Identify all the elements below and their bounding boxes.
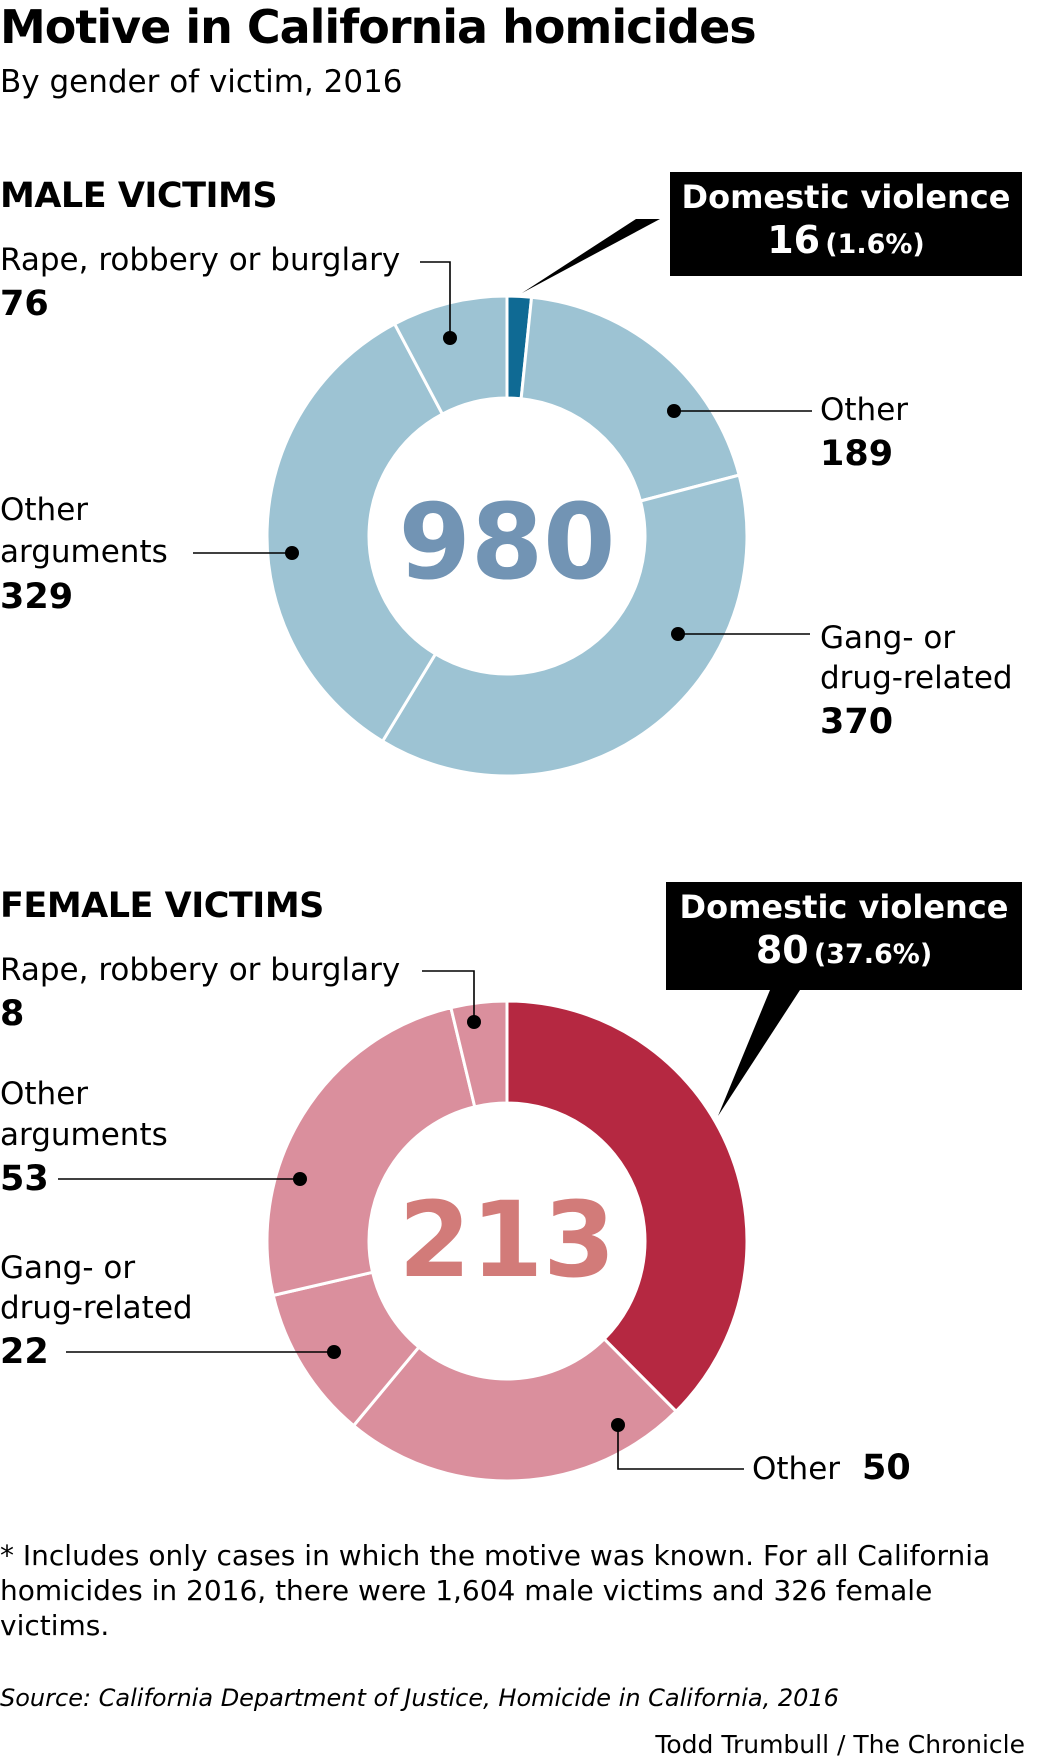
leader-female-rape xyxy=(422,970,475,1022)
source-line: Source: California Department of Justice… xyxy=(0,1684,839,1712)
female-args-value: 53 xyxy=(0,1159,49,1199)
female-gang-label-1: Gang- or xyxy=(0,1250,136,1286)
dot-female-gang xyxy=(327,1345,341,1359)
leader-lines xyxy=(58,219,812,1470)
male-domestic-callout: Domestic violence 16 (1.6%) xyxy=(670,172,1022,276)
male-other-value: 189 xyxy=(820,434,894,474)
male-slice-other-arguments xyxy=(265,321,445,744)
credit-line: Todd Trumbull / The Chronicle xyxy=(655,1730,1025,1759)
male-donut xyxy=(265,294,749,778)
callout-pointer-female xyxy=(718,990,800,1116)
page-subtitle: By gender of victim, 2016 xyxy=(0,64,403,100)
male-total-value: 980 xyxy=(398,481,615,603)
male-domestic-label: Domestic violence xyxy=(681,178,1011,216)
male-args-label-2: arguments xyxy=(0,534,168,570)
male-rape-label: Rape, robbery or burglary xyxy=(0,242,401,278)
dot-female-rape xyxy=(467,1015,481,1029)
dot-female-other xyxy=(611,1418,625,1432)
male-args-value: 329 xyxy=(0,577,74,617)
male-rape-value: 76 xyxy=(0,284,49,324)
page-title: Motive in California homicides xyxy=(0,0,757,54)
female-donut xyxy=(265,999,749,1483)
female-slice-rape-robbery-or-burglary xyxy=(449,999,509,1109)
male-section-title: MALE VICTIMS xyxy=(0,176,278,216)
leader-female-other xyxy=(617,1425,744,1470)
dot-male-rape xyxy=(443,331,457,345)
female-section-title: FEMALE VICTIMS xyxy=(0,886,324,926)
female-rape-label: Rape, robbery or burglary xyxy=(0,952,401,988)
female-args-label-2: arguments xyxy=(0,1117,168,1153)
female-domestic-label: Domestic violence xyxy=(679,888,1009,926)
female-slice-other xyxy=(351,1336,679,1483)
female-slice-domestic-violence xyxy=(505,999,749,1414)
dot-male-gang xyxy=(671,627,685,641)
male-slice-other xyxy=(519,295,741,503)
male-other-label: Other xyxy=(820,392,909,428)
dot-male-args xyxy=(285,546,299,560)
leader-male-rape xyxy=(420,261,451,338)
female-total-value: 213 xyxy=(398,1179,615,1301)
female-gang-value: 22 xyxy=(0,1332,49,1372)
female-args-label-1: Other xyxy=(0,1076,89,1112)
male-args-label-1: Other xyxy=(0,492,89,528)
female-other-value: 50 xyxy=(862,1448,911,1488)
male-slice-gang-or-drug-related xyxy=(380,473,749,778)
male-domestic-pct: (1.6%) xyxy=(825,229,925,260)
male-slice-rape-robbery-or-burglary xyxy=(392,294,509,417)
female-gang-label-2: drug-related xyxy=(0,1290,193,1326)
male-gang-label-2: drug-related xyxy=(820,660,1013,696)
female-other-label: Other xyxy=(752,1451,841,1487)
callout-pointer-male xyxy=(522,219,660,293)
female-slice-other-arguments xyxy=(265,1005,477,1298)
dot-female-args xyxy=(293,1172,307,1186)
male-domestic-value: 16 xyxy=(767,218,821,262)
dot-male-other xyxy=(667,404,681,418)
female-domestic-pct: (37.6%) xyxy=(813,939,933,970)
female-rape-value: 8 xyxy=(0,994,25,1034)
footnote: * Includes only cases in which the motiv… xyxy=(0,1539,991,1642)
female-domestic-value: 80 xyxy=(755,928,809,972)
male-gang-value: 370 xyxy=(820,702,894,742)
male-gang-label-1: Gang- or xyxy=(820,620,956,656)
female-domestic-callout: Domestic violence 80 (37.6%) xyxy=(666,882,1022,990)
